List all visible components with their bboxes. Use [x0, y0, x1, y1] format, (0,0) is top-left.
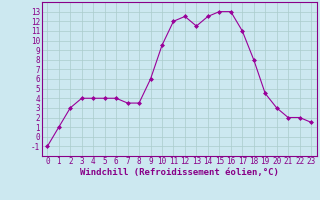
X-axis label: Windchill (Refroidissement éolien,°C): Windchill (Refroidissement éolien,°C) — [80, 168, 279, 177]
